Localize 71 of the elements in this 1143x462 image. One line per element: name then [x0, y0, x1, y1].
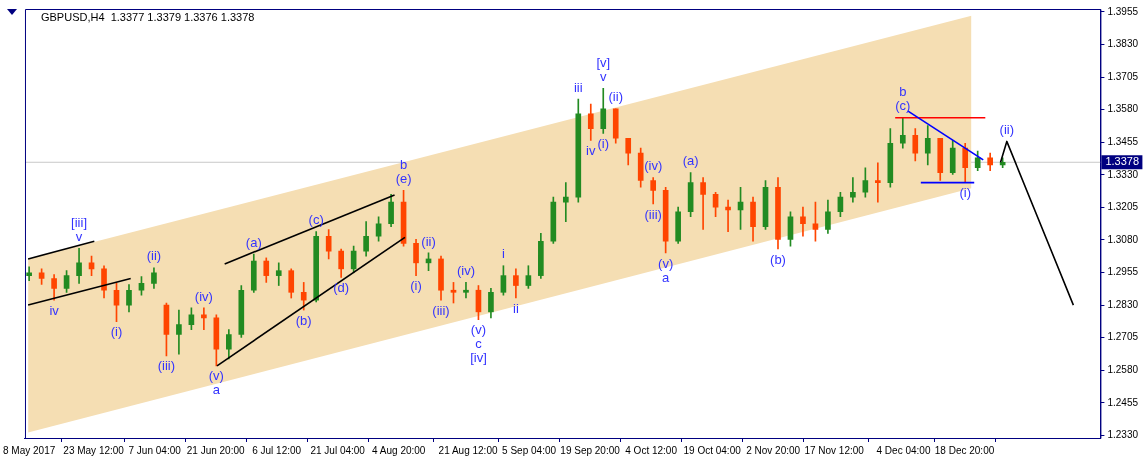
- y-tick-label: 1.2455: [1107, 396, 1139, 408]
- x-tick-label: 17 Nov 12:00: [804, 444, 865, 456]
- y-tick-label: 1.2955: [1107, 266, 1139, 278]
- annotation: (ii): [999, 121, 1015, 137]
- x-tick-label: 23 May 12:00: [63, 444, 125, 456]
- annotation: (iii): [644, 206, 662, 222]
- annotation: (a): [245, 234, 262, 250]
- annotation: (iii): [432, 302, 450, 318]
- x-tick-label: 21 Jun 20:00: [186, 444, 246, 456]
- annotation: v: [75, 228, 83, 244]
- y-tick-label: 1.2330: [1107, 429, 1139, 441]
- annotation: iv: [586, 142, 596, 158]
- annotation: [iii]: [71, 214, 87, 230]
- y-tick-label: 1.3705: [1107, 70, 1139, 82]
- annotation: (iv): [194, 288, 213, 304]
- x-tick-label: 4 Oct 12:00: [625, 444, 678, 456]
- x-tick-label: 21 Jul 04:00: [310, 444, 366, 456]
- annotation: (i): [410, 278, 422, 294]
- annotation: (v): [470, 322, 487, 338]
- annotation: (ii): [421, 233, 436, 249]
- y-tick-label: 1.3330: [1107, 168, 1139, 180]
- chart-title: GBPUSD,H4 1.3377 1.3379 1.3376 1.3378: [40, 11, 255, 24]
- annotation: (iv): [456, 262, 475, 278]
- annotation: (ii): [608, 89, 623, 105]
- x-tick-label: 18 Dec 20:00: [934, 444, 995, 456]
- annotation: (iv): [644, 158, 663, 174]
- annotation: i: [501, 246, 505, 262]
- annotation: [v]: [596, 54, 611, 70]
- annotation: (ii): [146, 248, 162, 264]
- y-tick-label: 1.3955: [1107, 5, 1139, 17]
- annotation: (i): [959, 185, 971, 201]
- y-tick-label: 1.3580: [1107, 103, 1139, 115]
- x-tick-label: 2 Nov 20:00: [746, 444, 801, 456]
- x-tick-label: 4 Aug 20:00: [372, 444, 426, 456]
- y-tick-label: 1.3205: [1107, 201, 1139, 213]
- annotation: (v): [208, 368, 224, 384]
- annotation: b: [399, 156, 408, 172]
- annotation: (a): [682, 153, 699, 169]
- y-tick-label: 1.2580: [1107, 363, 1139, 375]
- x-tick-label: 5 Sep 04:00: [502, 444, 557, 456]
- annotation: (i): [110, 324, 123, 340]
- annotation: (c): [895, 98, 911, 114]
- annotation: c: [475, 336, 483, 352]
- annotation: (c): [308, 212, 324, 228]
- annotation: iii: [573, 79, 583, 95]
- y-tick-label: 1.3080: [1107, 233, 1139, 245]
- y-tick-label: 1.3830: [1107, 38, 1139, 50]
- x-tick-label: 6 Jul 12:00: [252, 444, 302, 456]
- annotation: v: [600, 68, 608, 84]
- annotation: [iv]: [470, 350, 487, 366]
- y-tick-label: 1.2705: [1107, 331, 1139, 343]
- x-tick-label: 4 Dec 04:00: [876, 444, 931, 456]
- annotation: (b): [770, 251, 786, 267]
- y-tick-label: 1.3455: [1107, 135, 1139, 147]
- x-tick-label: 8 May 2017: [3, 444, 56, 456]
- annotation: b: [899, 84, 907, 100]
- x-tick-label: 19 Oct 04:00: [683, 444, 742, 456]
- annotation: (d): [333, 280, 350, 296]
- annotation: a: [212, 382, 221, 398]
- annotation: (v): [658, 255, 674, 271]
- x-tick-label: 21 Aug 12:00: [438, 444, 498, 456]
- annotation: (e): [395, 170, 412, 186]
- annotation: ii: [513, 300, 519, 316]
- ref-line-label: 1.3378: [1105, 155, 1140, 168]
- y-tick-label: 1.2830: [1107, 298, 1139, 310]
- annotation: iv: [49, 302, 60, 318]
- x-tick-label: 7 Jun 04:00: [128, 444, 182, 456]
- annotation: (iii): [157, 358, 176, 374]
- annotation: (b): [295, 312, 312, 328]
- annotation: (i): [597, 135, 610, 151]
- x-tick-label: 19 Sep 20:00: [560, 444, 621, 456]
